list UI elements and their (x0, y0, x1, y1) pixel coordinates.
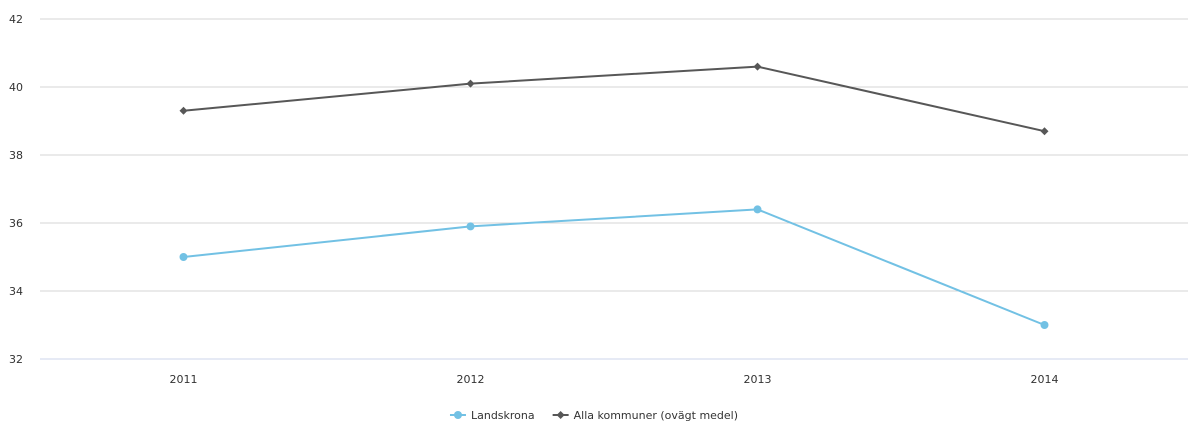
legend-label: Landskrona (471, 409, 535, 422)
y-tick-label: 42 (9, 13, 23, 26)
series-line (183, 208, 1045, 326)
x-tick-label: 2013 (744, 373, 772, 386)
plot-area (179, 62, 1049, 329)
legend[interactable]: Landskrona Alla kommuner (ovägt medel) (449, 409, 738, 422)
y-tick-label: 40 (9, 81, 23, 94)
data-point[interactable] (1040, 321, 1049, 329)
data-point[interactable] (179, 253, 188, 261)
y-tick-label: 32 (9, 353, 23, 366)
x-tick-label: 2012 (457, 373, 485, 386)
x-axis: 2011 2012 2013 2014 (170, 373, 1059, 386)
legend-marker (453, 411, 462, 419)
y-tick-label: 34 (9, 285, 23, 298)
data-point[interactable] (753, 62, 762, 71)
x-tick-label: 2011 (170, 373, 198, 386)
legend-items: Landskrona Alla kommuner (ovägt medel) (449, 409, 738, 422)
legend-marker (556, 411, 565, 419)
data-point[interactable] (753, 205, 762, 214)
data-point[interactable] (179, 106, 188, 115)
gridlines (40, 18, 1188, 360)
y-tick-label: 38 (9, 149, 23, 162)
y-axis: 32 34 36 38 40 42 (9, 13, 23, 366)
legend-label: Alla kommuner (ovägt medel) (574, 409, 738, 422)
legend-item[interactable]: Alla kommuner (ovägt medel) (552, 409, 738, 422)
data-point[interactable] (466, 222, 475, 231)
legend-item[interactable]: Landskrona (449, 409, 535, 422)
data-point[interactable] (466, 79, 475, 88)
data-point[interactable] (1040, 127, 1049, 136)
y-tick-label: 36 (9, 217, 23, 230)
series-line (183, 65, 1045, 133)
x-tick-label: 2014 (1031, 373, 1059, 386)
